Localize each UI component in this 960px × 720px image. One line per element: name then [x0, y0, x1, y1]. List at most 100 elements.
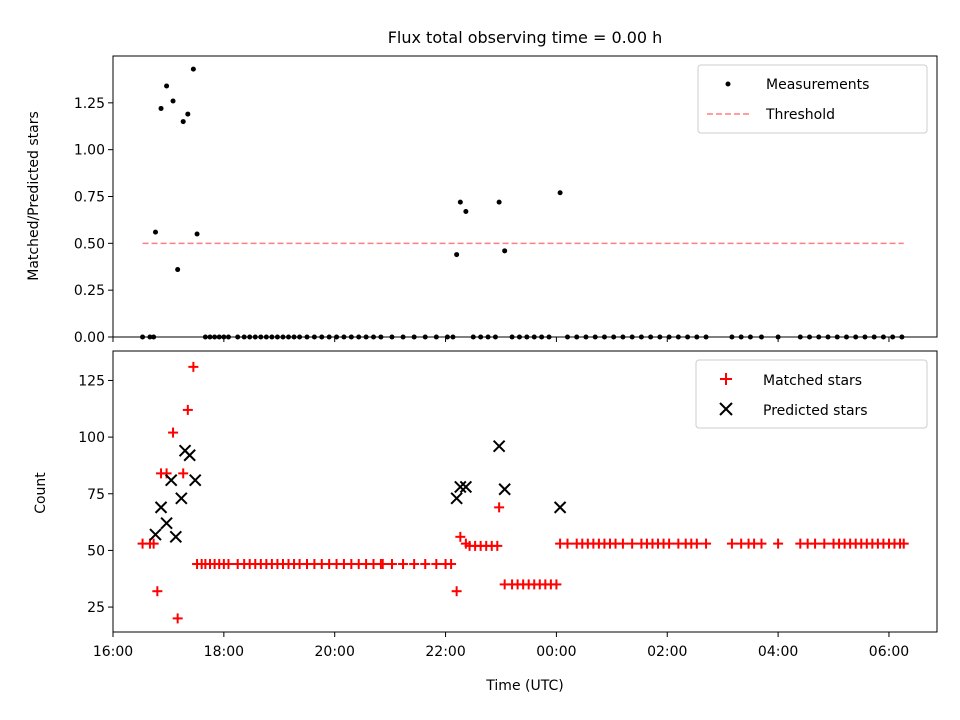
y-tick-label: 0.00 — [74, 330, 105, 346]
count-panel: 25 50 75 100 125 16:00 18:00 20:00 22:00 00:00 02… — [33, 350, 938, 694]
legend-measurement-marker — [725, 81, 731, 87]
measurement-point — [180, 119, 186, 125]
matched-star-marker — [701, 538, 712, 549]
y-tick-label: 0.50 — [74, 236, 105, 252]
predicted-star-marker — [459, 480, 473, 494]
matched-star-marker — [223, 559, 234, 570]
x-tick-label: 00:00 — [536, 644, 576, 660]
y-tick-label: 100 — [78, 430, 105, 446]
y-tick-label: 0.75 — [74, 190, 105, 206]
count-y-label: Count — [33, 472, 49, 514]
predicted-star-marker — [154, 501, 168, 514]
bottom-y-ticks: 25 50 75 100 125 — [78, 373, 113, 616]
predicted-star-marker — [189, 473, 202, 487]
matched-star-marker — [494, 502, 505, 513]
x-tick-label: 16:00 — [93, 644, 133, 660]
measurement-point — [164, 83, 170, 89]
count-legend: Matched stars Predicted stars — [695, 359, 928, 429]
matched-star-markers — [137, 361, 909, 624]
predicted-star-marker — [454, 480, 467, 494]
matched-star-marker — [398, 559, 409, 570]
matched-star-marker — [773, 538, 784, 549]
measurement-point — [190, 66, 196, 72]
y-tick-label: 125 — [78, 373, 105, 389]
matched-star-marker — [726, 538, 737, 549]
ratio-panel: 0.00 0.25 0.50 0.75 1.00 1.25 Matched/Predict… — [26, 55, 938, 346]
matched-star-marker — [664, 538, 675, 549]
y-tick-label: 1.25 — [74, 96, 105, 112]
bottom-x-ticks: 16:00 18:00 20:00 22:00 00:00 02:00 04:00 06:00 — [93, 632, 909, 660]
matched-star-marker — [409, 559, 420, 570]
measurement-point — [175, 267, 181, 273]
y-tick-label: 75 — [87, 487, 105, 503]
measurement-point — [158, 105, 164, 111]
x-tick-label: 06:00 — [869, 644, 909, 660]
ratio-y-label: Matched/Predicted stars — [26, 111, 42, 281]
y-tick-label: 1.00 — [74, 143, 105, 159]
x-tick-label: 02:00 — [647, 644, 687, 660]
predicted-star-markers — [149, 439, 567, 544]
x-tick-label: 04:00 — [758, 644, 798, 660]
matched-star-marker — [562, 538, 573, 549]
matched-star-marker — [178, 468, 189, 479]
measurement-point — [502, 248, 508, 254]
legend-predicted-label: Predicted stars — [763, 403, 868, 419]
legend-threshold-label: Threshold — [765, 107, 835, 123]
measurement-point — [457, 199, 463, 205]
predicted-star-marker — [492, 439, 506, 453]
x-tick-label: 22:00 — [425, 644, 465, 660]
measurement-point — [463, 208, 469, 214]
x-tick-label: 18:00 — [204, 644, 244, 660]
matched-star-marker — [819, 538, 830, 549]
ratio-legend: Measurements Threshold — [697, 64, 928, 134]
matched-star-marker — [168, 427, 179, 438]
measurement-point — [194, 231, 200, 237]
y-tick-label: 25 — [87, 600, 105, 616]
matched-star-marker — [386, 559, 397, 570]
predicted-star-marker — [183, 449, 196, 462]
matched-star-marker — [756, 538, 767, 549]
matched-star-marker — [152, 586, 163, 597]
matched-star-marker — [898, 538, 909, 549]
legend-matched-label: Matched stars — [763, 373, 862, 389]
matched-star-marker — [148, 538, 159, 549]
figure-title: Flux total observing time = 0.00 h — [388, 28, 663, 47]
top-y-ticks: 0.00 0.25 0.50 0.75 1.00 1.25 — [74, 96, 113, 346]
matched-star-marker — [420, 559, 431, 570]
count-panel-frame — [112, 350, 938, 633]
matched-star-marker — [446, 559, 457, 570]
matched-star-marker — [182, 404, 193, 415]
measurement-point — [454, 252, 460, 258]
matched-star-marker — [431, 559, 442, 570]
y-tick-label: 0.25 — [74, 283, 105, 299]
matched-star-marker — [617, 538, 628, 549]
measurement-point — [557, 190, 563, 196]
matched-star-marker — [551, 579, 562, 590]
predicted-star-marker — [498, 483, 511, 496]
predicted-star-marker — [164, 473, 178, 487]
legend-measurements-label: Measurements — [766, 77, 869, 93]
measurement-point — [170, 98, 176, 104]
legend-matched-marker — [720, 373, 732, 385]
matched-star-marker — [377, 559, 388, 570]
predicted-star-marker — [160, 517, 173, 530]
matched-star-marker — [810, 538, 821, 549]
measurement-point — [152, 229, 158, 235]
matched-star-marker — [627, 538, 638, 549]
ratio-panel-frame — [112, 55, 938, 338]
measurement-point — [496, 199, 502, 205]
legend-predicted-marker — [719, 402, 733, 416]
x-axis-label: Time (UTC) — [485, 678, 563, 694]
matched-star-marker — [691, 538, 702, 549]
x-tick-label: 20:00 — [315, 644, 355, 660]
predicted-star-marker — [553, 501, 567, 514]
matched-star-marker — [188, 361, 199, 372]
matched-star-marker — [455, 531, 466, 542]
predicted-star-marker — [450, 492, 463, 505]
matched-star-marker — [172, 613, 183, 624]
predicted-star-marker — [149, 528, 162, 541]
measurement-point — [185, 111, 191, 117]
predicted-star-marker — [175, 492, 188, 505]
y-tick-label: 50 — [87, 543, 105, 559]
